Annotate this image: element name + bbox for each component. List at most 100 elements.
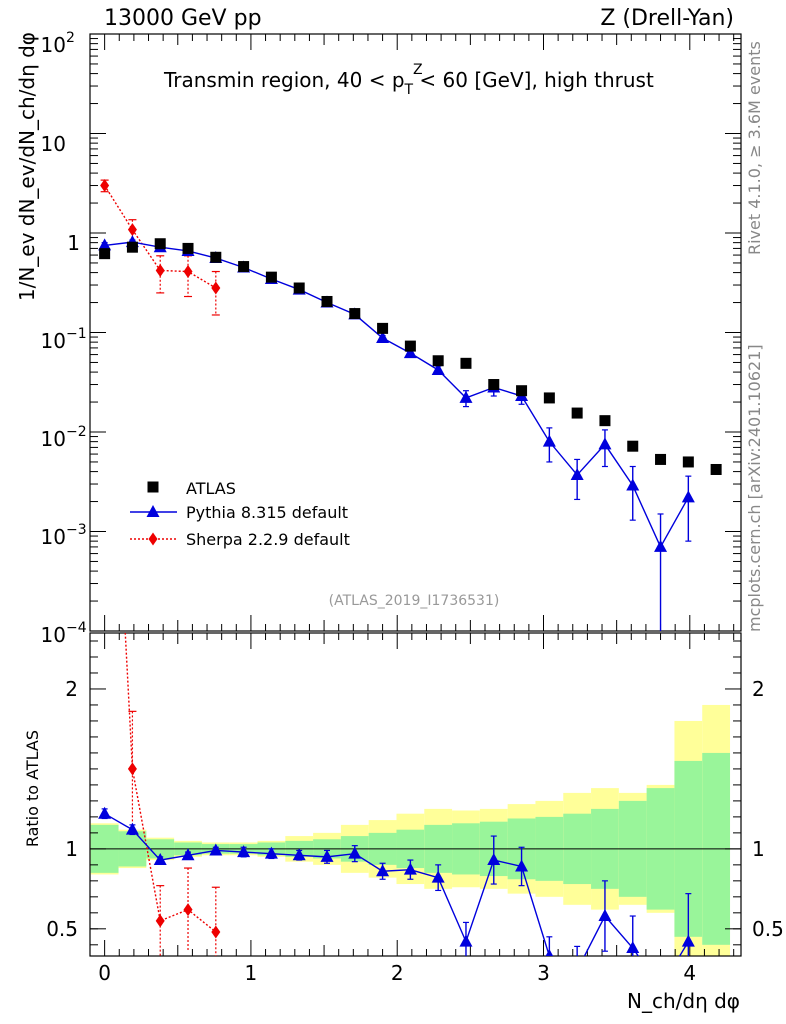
x-tick-label: 1 xyxy=(245,961,258,985)
pythia-point xyxy=(459,390,473,403)
sherpa-ratio-point xyxy=(155,914,165,928)
upper-ytick-label: 10 xyxy=(41,132,66,156)
atlas-point xyxy=(516,385,528,397)
atlas-point xyxy=(321,295,333,307)
atlas-point xyxy=(293,282,305,294)
lower-ytick-label-left: 0.5 xyxy=(46,917,78,941)
pythia-ratio-point xyxy=(376,864,390,877)
atlas-point xyxy=(182,242,194,254)
atlas-point xyxy=(377,322,389,334)
atlas-point xyxy=(682,456,694,468)
atlas-point xyxy=(404,340,416,352)
legend-sherpa-label: Sherpa 2.2.9 default xyxy=(186,530,350,549)
pythia-point xyxy=(654,539,668,552)
upper-ytick-label: 10 xyxy=(41,427,66,451)
plot-title-sub: T xyxy=(404,82,414,98)
rivet-version-label: Rivet 4.1.0, ≥ 3.6M events xyxy=(745,41,764,255)
atlas-point xyxy=(238,261,250,273)
legend-pythia-label: Pythia 8.315 default xyxy=(186,503,348,522)
x-axis-label: N_ch/dη dφ xyxy=(627,989,740,1013)
pythia-point xyxy=(598,437,612,450)
lower-ytick-label-right: 2 xyxy=(752,677,765,701)
legend-atlas-marker xyxy=(147,481,159,493)
energy-label: 13000 GeV pp xyxy=(104,6,262,31)
pythia-point xyxy=(542,434,556,447)
legend: ATLAS Pythia 8.315 default Sherpa 2.2.9 de… xyxy=(130,479,350,549)
pythia-ratio-point xyxy=(125,822,139,835)
pythia-point xyxy=(403,346,417,359)
pythia-ratio-point xyxy=(98,806,112,819)
atlas-point xyxy=(599,415,611,427)
legend-atlas-label: ATLAS xyxy=(186,479,236,498)
upper-ytick-label: 10 xyxy=(41,33,66,57)
x-tick-label: 2 xyxy=(391,961,404,985)
pythia-line xyxy=(104,241,689,549)
pythia-ratio-point xyxy=(431,870,445,883)
pythia-ratio-line xyxy=(104,813,689,956)
pythia-ratio-point xyxy=(459,934,473,947)
atlas-point xyxy=(126,241,138,253)
upper-ytick-label: 1 xyxy=(67,231,80,255)
sherpa-ratio-point xyxy=(183,903,193,917)
lower-panel-series xyxy=(98,633,695,975)
sherpa-point xyxy=(155,263,165,277)
pythia-point xyxy=(431,362,445,375)
upper-ytick-exponent: −2 xyxy=(66,424,87,440)
upper-ytick-label: 10 xyxy=(41,525,66,549)
pythia-point xyxy=(570,467,584,480)
sherpa-ratio-point xyxy=(127,762,137,776)
analysis-watermark: (ATLAS_2019_I1736531) xyxy=(329,593,500,609)
lower-frame xyxy=(89,632,742,957)
legend-pythia-marker xyxy=(146,505,160,517)
pythia-ratio-point xyxy=(264,846,278,859)
x-tick-label: 0 xyxy=(98,961,111,985)
upper-ytick-exponent: −4 xyxy=(66,620,87,636)
atlas-point xyxy=(265,271,277,283)
plot-title-tail: < 60 [GeV], high thrust xyxy=(413,68,654,92)
pythia-ratio-point xyxy=(209,843,223,856)
upper-ytick-exponent: 2 xyxy=(66,30,75,46)
x-tick-label: 4 xyxy=(683,961,696,985)
pythia-point xyxy=(376,331,390,344)
pythia-ratio-point xyxy=(237,845,251,858)
pythia-ratio-point xyxy=(348,846,362,859)
upper-ytick-label: 10 xyxy=(41,329,66,353)
upper-ytick-exponent: −3 xyxy=(66,522,87,538)
atlas-point xyxy=(210,251,222,263)
atlas-point xyxy=(710,463,722,475)
upper-panel-series xyxy=(98,179,722,631)
sherpa-point xyxy=(100,179,110,193)
upper-ytick-exponent: −1 xyxy=(66,326,87,342)
lower-ytick-label-left: 2 xyxy=(65,677,78,701)
atlas-point xyxy=(432,355,444,367)
plot-title-main: Transmin region, 40 < p xyxy=(163,68,405,92)
pythia-ratio-point xyxy=(515,859,529,872)
x-tick-label: 3 xyxy=(537,961,550,985)
upper-y-axis-label: 1/N_ev dN_ev/dN_ch/dη dφ xyxy=(15,32,39,301)
atlas-point xyxy=(627,440,639,452)
pythia-ratio-point xyxy=(681,934,695,947)
atlas-point xyxy=(488,379,500,391)
atlas-point xyxy=(154,238,166,250)
pythia-ratio-point xyxy=(626,941,640,954)
lower-ytick-label-right: 1 xyxy=(752,837,765,861)
pythia-ratio-point xyxy=(545,949,554,956)
mcplots-label: mcplots.cern.ch [arXiv:2401.10621] xyxy=(745,344,764,632)
atlas-point xyxy=(99,248,111,260)
pythia-ratio-point xyxy=(320,849,334,862)
plot-title: Transmin region, 40 < pT < 60 [GeV], hig… xyxy=(163,68,654,98)
sherpa-point xyxy=(183,265,193,279)
lower-ytick-label-left: 1 xyxy=(65,837,78,861)
atlas-point xyxy=(349,308,361,320)
lower-y-axis-label: Ratio to ATLAS xyxy=(23,730,42,847)
pythia-ratio-point xyxy=(292,848,306,861)
pythia-ratio-point xyxy=(571,963,584,975)
sherpa-point xyxy=(127,223,137,237)
upper-ytick-label: 10 xyxy=(41,623,66,647)
pythia-ratio-point xyxy=(598,909,612,922)
plot-title-sup: Z xyxy=(413,62,423,78)
lower-ytick-label-right: 0.5 xyxy=(752,917,784,941)
pythia-ratio-point xyxy=(181,848,195,861)
